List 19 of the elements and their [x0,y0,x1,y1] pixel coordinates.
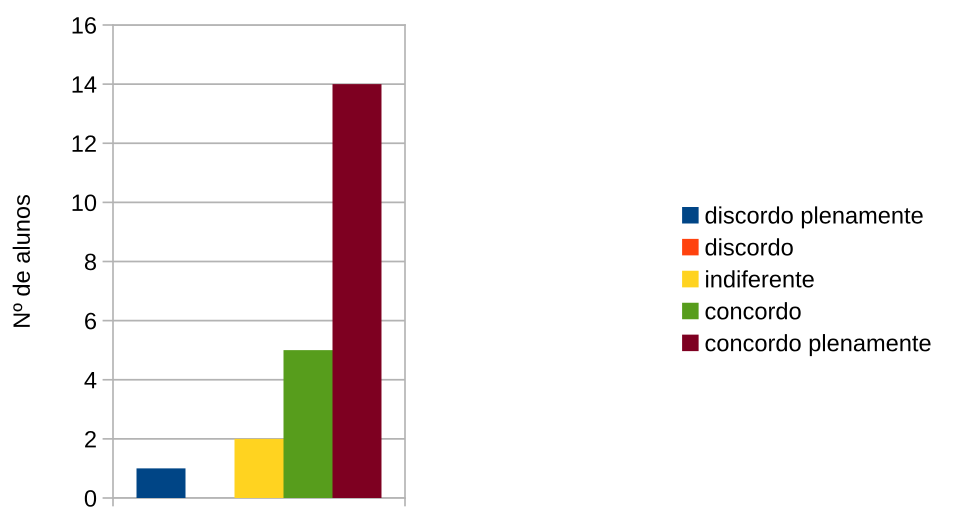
legend-label: concordo [706,302,801,320]
y-tick-label: 8 [84,254,96,270]
y-tick-label: 4 [84,372,96,388]
y-tick-label: 6 [85,312,96,330]
y-tick-label: 16 [72,17,96,34]
legend-label: discordo [706,238,793,256]
y-tick-label: 10 [72,194,96,212]
y-tick-label: 14 [72,76,96,93]
bar [332,84,382,498]
bar [284,350,332,498]
legend-label: discordo plenamente [706,206,923,228]
y-tick-label: 0 [84,490,96,507]
bar [234,438,284,498]
y-axis-title: Nº de alunos [12,195,30,327]
bar [136,468,186,498]
y-tick-label: 12 [72,135,96,152]
y-tick-label: 2 [85,430,96,448]
legend-label: concordo plenamente [706,334,931,356]
legend-label: indiferente [706,270,814,288]
